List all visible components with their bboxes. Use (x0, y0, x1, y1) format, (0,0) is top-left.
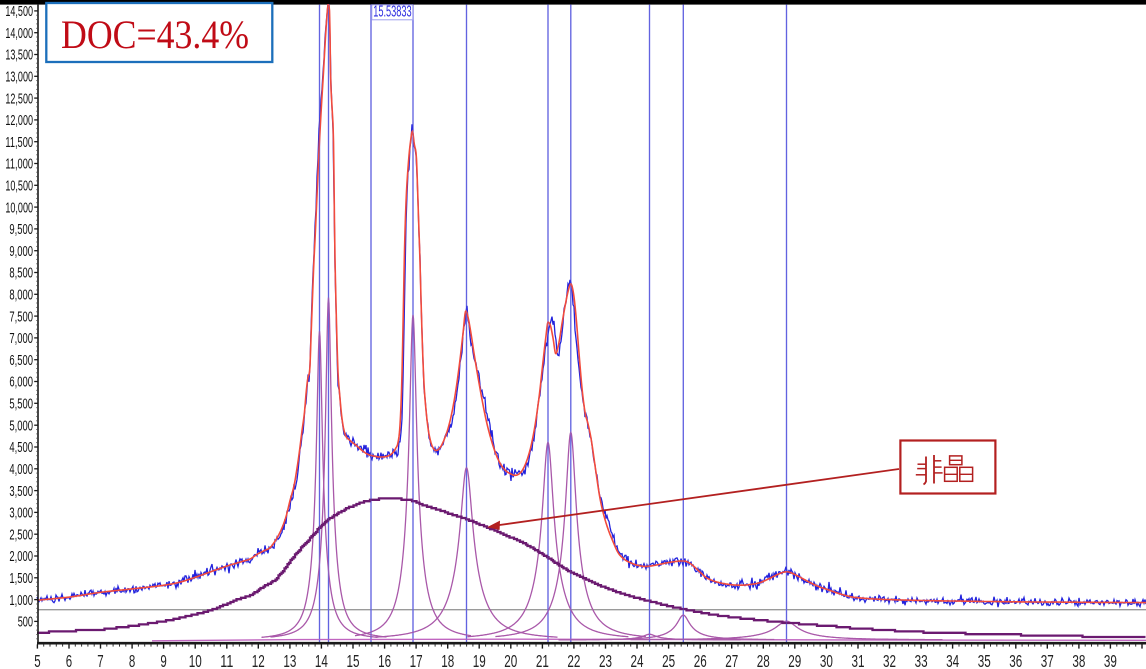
svg-text:8,000: 8,000 (9, 288, 33, 304)
svg-text:8,500: 8,500 (9, 266, 33, 282)
svg-text:2,500: 2,500 (9, 527, 33, 543)
svg-text:33: 33 (915, 651, 928, 669)
svg-text:5,500: 5,500 (9, 397, 33, 413)
svg-text:5: 5 (34, 651, 40, 669)
svg-text:30: 30 (820, 651, 833, 669)
svg-text:10,000: 10,000 (5, 200, 33, 216)
svg-text:6,000: 6,000 (9, 375, 33, 391)
svg-text:13,500: 13,500 (5, 48, 33, 64)
svg-text:10: 10 (189, 651, 202, 669)
svg-text:14: 14 (315, 651, 328, 669)
svg-text:6,500: 6,500 (9, 353, 33, 369)
svg-text:7,000: 7,000 (9, 331, 33, 347)
svg-text:3,500: 3,500 (9, 484, 33, 500)
svg-text:29: 29 (788, 651, 801, 669)
svg-text:31: 31 (852, 651, 865, 669)
svg-text:11,000: 11,000 (5, 157, 33, 173)
svg-text:24: 24 (631, 651, 644, 669)
svg-text:14,500: 14,500 (5, 4, 33, 20)
svg-text:36: 36 (1009, 651, 1022, 669)
svg-text:6: 6 (66, 651, 72, 669)
svg-text:3,000: 3,000 (9, 506, 33, 522)
svg-text:11,500: 11,500 (5, 135, 33, 151)
svg-text:13: 13 (283, 651, 296, 669)
svg-text:23: 23 (599, 651, 612, 669)
svg-text:38: 38 (1072, 651, 1085, 669)
svg-text:17: 17 (410, 651, 423, 669)
svg-text:25: 25 (662, 651, 675, 669)
svg-text:7,500: 7,500 (9, 309, 33, 325)
svg-text:1,000: 1,000 (9, 593, 33, 609)
svg-text:1,500: 1,500 (9, 571, 33, 587)
svg-text:20: 20 (504, 651, 517, 669)
svg-text:8: 8 (129, 651, 135, 669)
svg-text:14,000: 14,000 (5, 26, 33, 42)
svg-text:7: 7 (97, 651, 103, 669)
svg-text:500: 500 (18, 615, 33, 631)
svg-text:15.53833: 15.53833 (373, 4, 412, 21)
svg-text:26: 26 (694, 651, 707, 669)
svg-text:27: 27 (725, 651, 738, 669)
svg-text:21: 21 (536, 651, 549, 669)
svg-text:9,000: 9,000 (9, 244, 33, 260)
svg-text:39: 39 (1104, 651, 1117, 669)
svg-text:35: 35 (978, 651, 991, 669)
svg-text:5,000: 5,000 (9, 418, 33, 434)
svg-text:18: 18 (441, 651, 454, 669)
svg-text:13,000: 13,000 (5, 70, 33, 86)
svg-text:10,500: 10,500 (5, 179, 33, 195)
svg-text:4,500: 4,500 (9, 440, 33, 456)
svg-text:22: 22 (567, 651, 580, 669)
svg-text:9: 9 (160, 651, 166, 669)
svg-text:11: 11 (220, 651, 233, 669)
svg-text:37: 37 (1041, 651, 1054, 669)
svg-text:19: 19 (473, 651, 486, 669)
svg-text:9,500: 9,500 (9, 222, 33, 238)
svg-text:12: 12 (252, 651, 265, 669)
svg-text:28: 28 (757, 651, 770, 669)
svg-text:12,000: 12,000 (5, 113, 33, 129)
svg-text:2,000: 2,000 (9, 549, 33, 565)
svg-text:32: 32 (883, 651, 896, 669)
svg-text:DOC=43.4%: DOC=43.4% (61, 12, 249, 57)
svg-text:16: 16 (378, 651, 391, 669)
svg-text:34: 34 (946, 651, 959, 669)
svg-text:12,500: 12,500 (5, 91, 33, 107)
svg-text:4,000: 4,000 (9, 462, 33, 478)
svg-text:15: 15 (347, 651, 360, 669)
